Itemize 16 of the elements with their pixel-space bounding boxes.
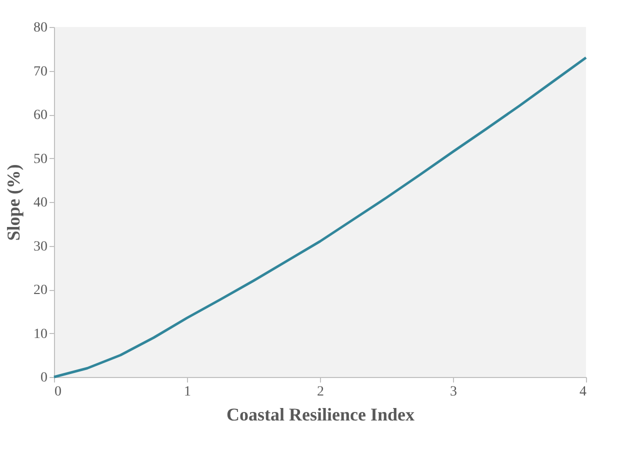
x-tick-label: 1 [184,384,191,400]
y-tick-label: 0 [40,370,48,386]
x-tick-label: 2 [317,384,324,400]
y-tick-label: 60 [34,108,48,123]
y-tick-label: 30 [34,239,48,254]
y-tick-label: 70 [34,64,48,80]
y-tick-label: 10 [34,326,48,342]
y-tick-label: 40 [34,196,48,210]
x-tick-label: 4 [580,384,586,400]
y-tick-label: 20 [34,283,48,298]
x-tick-label: 3 [450,384,457,400]
y-axis-title: Slope (%) [4,164,24,241]
y-tick-label: 80 [34,20,48,36]
x-tick-label: 0 [54,384,62,400]
y-tick-label: 50 [34,152,48,167]
x-axis-title: Coastal Resilience Index [226,404,414,424]
